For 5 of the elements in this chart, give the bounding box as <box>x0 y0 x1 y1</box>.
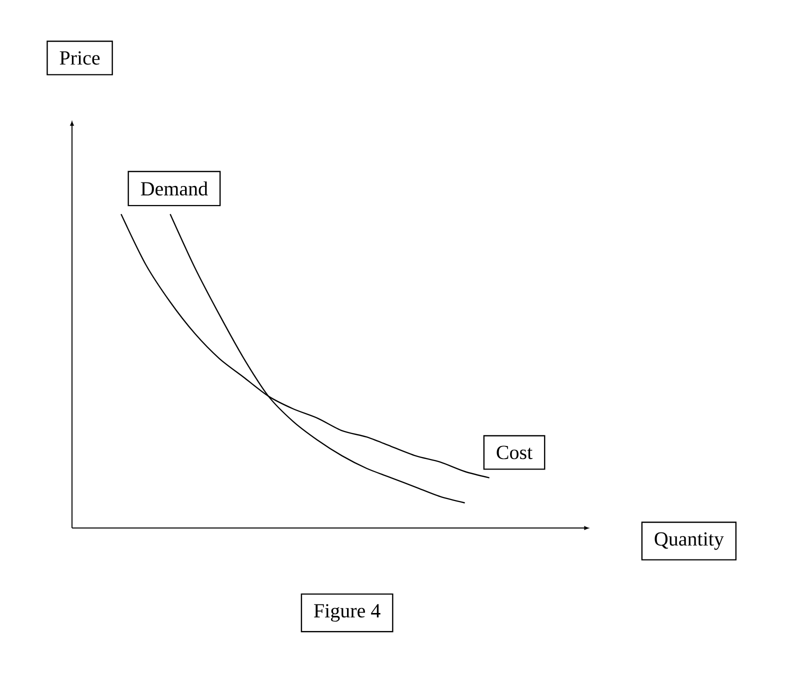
series-label: Cost <box>496 446 533 460</box>
caption: Figure 4 <box>314 604 380 622</box>
text: Quantity <box>654 532 724 550</box>
text: Price <box>60 51 100 65</box>
series-label: Demand <box>140 181 208 196</box>
